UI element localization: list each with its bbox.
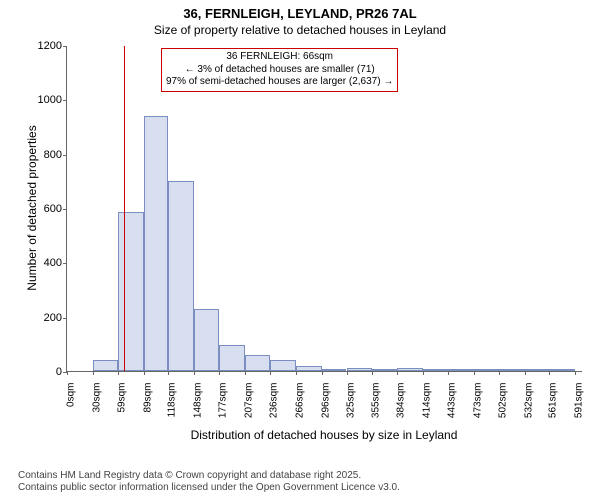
histogram-bar: [499, 369, 525, 371]
ytick-mark: [63, 46, 67, 47]
xtick-label: 148sqm: [193, 383, 204, 419]
xtick-label: 177sqm: [218, 383, 229, 419]
xtick-mark: [347, 371, 348, 375]
footer-line1: Contains HM Land Registry data © Crown c…: [18, 470, 361, 482]
xtick-label: 236sqm: [268, 383, 279, 419]
xtick-label: 384sqm: [396, 383, 407, 419]
xtick-mark: [118, 371, 119, 375]
xtick-mark: [270, 371, 271, 375]
histogram-bar: [322, 369, 347, 371]
xtick-label: 296sqm: [320, 383, 331, 419]
xtick-mark: [474, 371, 475, 375]
xtick-mark: [168, 371, 169, 375]
xtick-mark: [219, 371, 220, 375]
ytick-label: 400: [44, 257, 62, 269]
xtick-mark: [525, 371, 526, 375]
histogram-bar: [474, 369, 499, 371]
histogram-bar: [270, 360, 296, 371]
xtick-label: 89sqm: [142, 383, 153, 413]
histogram-bar: [296, 366, 322, 371]
reference-line: [124, 46, 125, 371]
xtick-mark: [423, 371, 424, 375]
xtick-label: 355sqm: [371, 383, 382, 419]
xtick-mark: [397, 371, 398, 375]
annotation-line2: ← 3% of detached houses are smaller (71): [166, 64, 393, 77]
histogram-bar: [423, 369, 448, 371]
xtick-label: 532sqm: [523, 383, 534, 419]
ytick-label: 200: [44, 312, 62, 324]
xtick-mark: [575, 371, 576, 375]
xtick-label: 591sqm: [574, 383, 585, 419]
histogram-bar: [144, 116, 169, 371]
xtick-mark: [144, 371, 145, 375]
ytick-label: 0: [56, 366, 62, 378]
xtick-label: 0sqm: [66, 383, 77, 407]
ytick-mark: [63, 155, 67, 156]
title-sub: Size of property relative to detached ho…: [0, 21, 600, 37]
histogram-bar: [245, 355, 270, 371]
xtick-label: 30sqm: [91, 383, 102, 413]
ytick-mark: [63, 263, 67, 264]
histogram-bar: [448, 369, 474, 371]
xtick-mark: [67, 371, 68, 375]
ytick-label: 800: [44, 149, 62, 161]
xtick-mark: [245, 371, 246, 375]
histogram-bar: [347, 368, 373, 371]
histogram-bar: [525, 369, 550, 371]
footer-line2: Contains public sector information licen…: [18, 482, 400, 494]
xtick-label: 59sqm: [116, 383, 127, 413]
xtick-mark: [322, 371, 323, 375]
plot-area: 36 FERNLEIGH: 66sqm ← 3% of detached hou…: [66, 46, 582, 372]
annotation-line1: 36 FERNLEIGH: 66sqm: [166, 51, 393, 64]
histogram-bar: [118, 212, 144, 371]
xtick-label: 414sqm: [422, 383, 433, 419]
y-axis-title: Number of detached properties: [25, 108, 39, 308]
xtick-label: 502sqm: [497, 383, 508, 419]
xtick-mark: [499, 371, 500, 375]
xtick-label: 207sqm: [244, 383, 255, 419]
annotation-box: 36 FERNLEIGH: 66sqm ← 3% of detached hou…: [161, 48, 398, 92]
xtick-label: 561sqm: [548, 383, 559, 419]
title-main: 36, FERNLEIGH, LEYLAND, PR26 7AL: [0, 0, 600, 21]
xtick-mark: [549, 371, 550, 375]
xtick-label: 325sqm: [345, 383, 356, 419]
xtick-label: 443sqm: [446, 383, 457, 419]
xtick-label: 473sqm: [472, 383, 483, 419]
histogram-bar: [372, 369, 397, 371]
xtick-mark: [448, 371, 449, 375]
ytick-mark: [63, 100, 67, 101]
ytick-label: 600: [44, 203, 62, 215]
x-axis-title: Distribution of detached houses by size …: [174, 428, 474, 442]
xtick-mark: [296, 371, 297, 375]
ytick-label: 1200: [38, 40, 62, 52]
ytick-mark: [63, 318, 67, 319]
xtick-mark: [372, 371, 373, 375]
xtick-mark: [194, 371, 195, 375]
histogram-bar: [549, 369, 575, 371]
histogram-bar: [397, 368, 423, 371]
histogram-bar: [93, 360, 118, 371]
ytick-mark: [63, 209, 67, 210]
xtick-mark: [93, 371, 94, 375]
histogram-bar: [168, 181, 194, 371]
xtick-label: 118sqm: [167, 383, 178, 418]
xtick-label: 266sqm: [294, 383, 305, 419]
histogram-bar: [194, 309, 219, 371]
ytick-label: 1000: [38, 94, 62, 106]
chart-container: 36, FERNLEIGH, LEYLAND, PR26 7AL Size of…: [0, 0, 600, 500]
histogram-bar: [219, 345, 245, 371]
annotation-line3: 97% of semi-detached houses are larger (…: [166, 76, 393, 89]
